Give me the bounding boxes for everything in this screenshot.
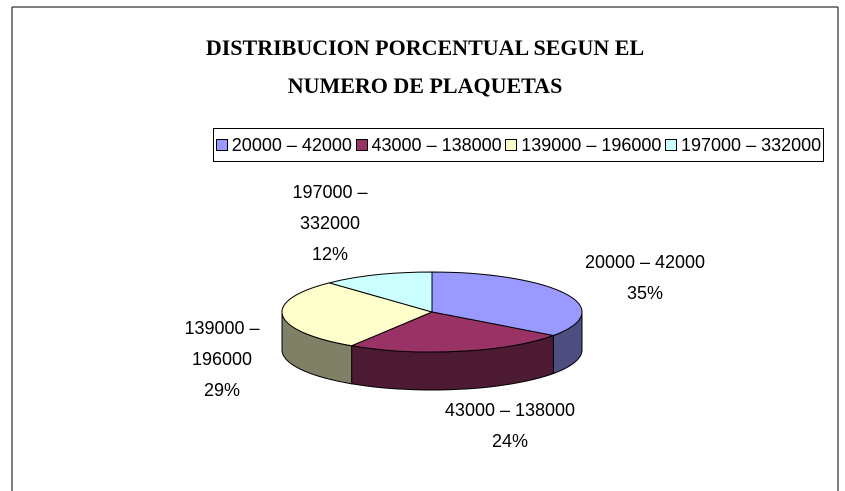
slice <box>349 311 556 353</box>
data-label-category: 43000 – 138000 <box>444 400 576 420</box>
legend-label: 139000 – 196000 <box>521 134 662 155</box>
data-label-category: 197000 – 332000 <box>292 182 368 233</box>
chart-title: DISTRIBUCION PORCENTUAL SEGUN EL <box>206 35 644 60</box>
slice <box>327 271 433 313</box>
data-label: 139000 – 196000 29% <box>177 313 267 406</box>
slice <box>431 271 583 337</box>
legend-swatch <box>355 139 368 151</box>
legend-item: 197000 – 332000 <box>665 135 821 156</box>
legend-swatch <box>505 139 518 151</box>
data-label-value: 24% <box>491 431 529 451</box>
legend-swatch <box>665 139 677 151</box>
legend-item: 20000 – 42000 <box>215 134 352 156</box>
slice <box>281 282 434 347</box>
legend-item: 43000 – 138000 <box>355 134 502 156</box>
legend: 20000 – 42000 43000 – 138000 139000 – 1960… <box>213 128 824 162</box>
chart-title: NUMERO DE PLAQUETAS <box>288 73 563 98</box>
data-label: 43000 – 138000 24% <box>435 395 585 457</box>
data-label: 197000 – 332000 12% <box>285 177 375 270</box>
legend-item: 139000 – 196000 <box>505 135 661 156</box>
data-label-category: 139000 – 196000 <box>184 318 260 369</box>
data-label-value: 35% <box>626 283 664 303</box>
pie <box>281 271 583 391</box>
legend-label: 43000 – 138000 <box>371 134 502 155</box>
legend-swatch <box>215 139 228 151</box>
legend-label: 197000 – 332000 <box>681 134 822 155</box>
data-label-value: 12% <box>311 244 349 264</box>
legend-label: 20000 – 42000 <box>231 134 352 155</box>
data-label-category: 20000 – 42000 <box>584 252 706 272</box>
data-label: 20000 – 42000 35% <box>570 247 720 309</box>
data-label-value: 29% <box>203 380 241 400</box>
